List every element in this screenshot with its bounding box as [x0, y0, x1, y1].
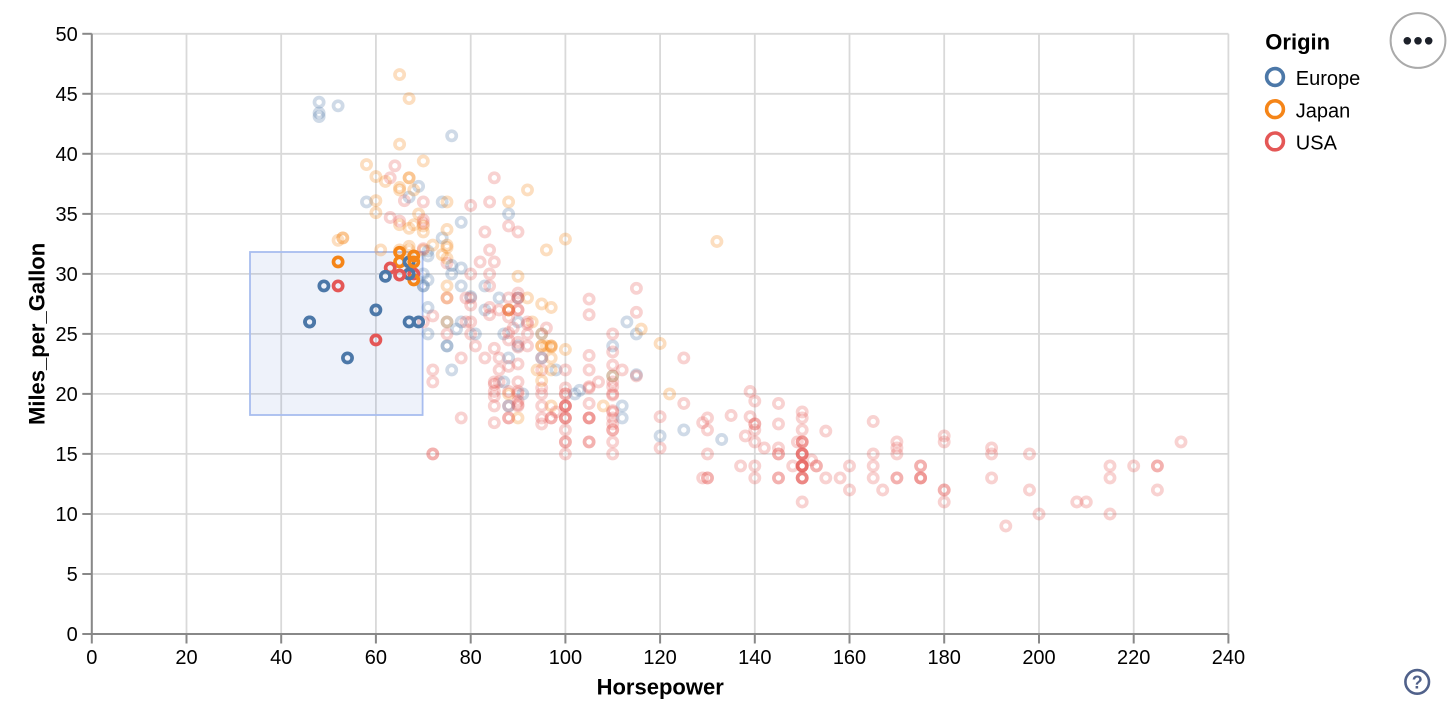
svg-text:20: 20 [175, 647, 197, 669]
svg-text:120: 120 [643, 647, 676, 669]
svg-text:25: 25 [56, 324, 78, 346]
svg-text:180: 180 [928, 647, 961, 669]
svg-text:20: 20 [56, 384, 78, 406]
svg-text:140: 140 [738, 647, 771, 669]
svg-text:Europe: Europe [1296, 68, 1361, 90]
svg-text:35: 35 [56, 204, 78, 226]
svg-text:5: 5 [67, 564, 78, 586]
svg-text:200: 200 [1022, 647, 1055, 669]
svg-text:240: 240 [1212, 647, 1245, 669]
svg-text:80: 80 [460, 647, 482, 669]
svg-text:0: 0 [86, 647, 97, 669]
svg-text:60: 60 [365, 647, 387, 669]
svg-text:?: ? [1412, 673, 1423, 693]
svg-text:Origin: Origin [1265, 30, 1330, 55]
svg-text:45: 45 [56, 84, 78, 106]
svg-text:Horsepower: Horsepower [597, 675, 725, 700]
svg-text:40: 40 [56, 144, 78, 166]
svg-text:100: 100 [549, 647, 582, 669]
svg-text:40: 40 [270, 647, 292, 669]
svg-text:USA: USA [1296, 133, 1338, 155]
svg-text:Japan: Japan [1296, 100, 1351, 122]
svg-text:Miles_per_Gallon: Miles_per_Gallon [25, 243, 50, 425]
svg-text:160: 160 [833, 647, 866, 669]
svg-text:30: 30 [56, 264, 78, 286]
svg-text:10: 10 [56, 504, 78, 526]
svg-text:0: 0 [67, 624, 78, 646]
svg-text:15: 15 [56, 444, 78, 466]
svg-text:50: 50 [56, 24, 78, 46]
svg-text:220: 220 [1117, 647, 1150, 669]
